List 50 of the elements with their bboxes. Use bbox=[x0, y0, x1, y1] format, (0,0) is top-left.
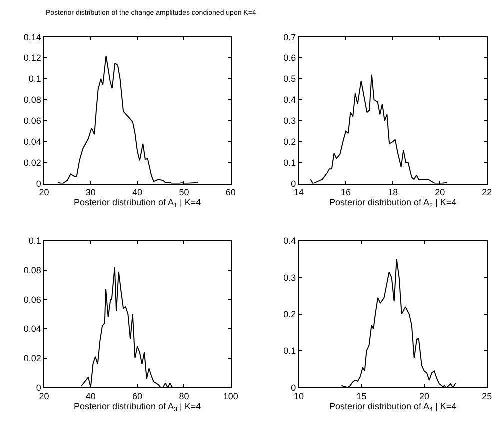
y-tick-label: 0.1 bbox=[28, 236, 42, 246]
y-tick-label: 0.06 bbox=[24, 116, 42, 126]
y-tick-label: 0 bbox=[291, 178, 296, 189]
x-tick-label: 40 bbox=[86, 392, 96, 402]
x-tick-label: 20 bbox=[39, 188, 50, 198]
y-tick-label: 0 bbox=[36, 382, 42, 393]
x-tick-label: 10 bbox=[294, 392, 304, 402]
x-tick-label: 80 bbox=[179, 392, 190, 402]
x-tick-label: 22 bbox=[482, 188, 492, 198]
x-tick-label: 40 bbox=[132, 188, 143, 198]
y-tick-label: 0.08 bbox=[24, 95, 42, 106]
y-tick-label: 0.4 bbox=[284, 236, 296, 246]
y-tick-label: 0.7 bbox=[284, 32, 296, 42]
x-tick-label: 16 bbox=[341, 188, 352, 198]
y-tick-label: 0.1 bbox=[28, 74, 42, 84]
y-tick-label: 0.2 bbox=[284, 310, 296, 320]
y-tick-label: 0.04 bbox=[24, 137, 42, 148]
x-tick-label: 100 bbox=[223, 392, 238, 402]
y-tick-label: 0.1 bbox=[284, 346, 296, 356]
x-axis-title: Posterior distribution of A$_{1}$ | K=4 bbox=[74, 198, 202, 210]
x-tick-label: 60 bbox=[132, 392, 143, 402]
y-tick-label: 0.12 bbox=[24, 53, 42, 64]
y-tick-label: 0 bbox=[36, 178, 42, 189]
y-tick-label: 0.2 bbox=[284, 137, 296, 148]
x-tick-label: 14 bbox=[294, 188, 304, 198]
y-tick-label: 0.6 bbox=[284, 53, 296, 64]
y-tick-label: 0.08 bbox=[24, 266, 42, 276]
x-tick-label: 18 bbox=[388, 188, 398, 198]
x-tick-label: 15 bbox=[356, 392, 367, 402]
y-tick-label: 0.02 bbox=[24, 354, 42, 364]
y-tick-label: 0.1 bbox=[284, 158, 296, 168]
y-tick-label: 0.14 bbox=[24, 32, 42, 42]
y-tick-label: 0.3 bbox=[284, 116, 296, 126]
y-tick-label: 0.3 bbox=[284, 272, 296, 283]
x-axis-title: Posterior distribution of A$_{2}$ | K=4 bbox=[329, 198, 457, 210]
y-tick-label: 0.02 bbox=[24, 158, 42, 168]
y-tick-label: 0.06 bbox=[24, 294, 42, 305]
x-tick-label: 50 bbox=[179, 188, 190, 198]
y-tick-label: 0.5 bbox=[284, 74, 296, 84]
x-axis-title: Posterior distribution of A$_{4}$ | K=4 bbox=[329, 402, 457, 414]
y-tick-label: 0.04 bbox=[24, 324, 42, 334]
x-tick-label: 20 bbox=[419, 392, 430, 402]
x-tick-label: 25 bbox=[482, 392, 492, 402]
x-tick-label: 20 bbox=[39, 392, 50, 402]
x-tick-label: 20 bbox=[435, 188, 446, 198]
x-tick-label: 60 bbox=[226, 188, 236, 198]
x-tick-label: 30 bbox=[86, 188, 96, 198]
y-tick-label: 0 bbox=[291, 382, 296, 393]
x-axis-title: Posterior distribution of A$_{3}$ | K=4 bbox=[74, 402, 202, 414]
y-tick-label: 0.4 bbox=[284, 95, 296, 106]
